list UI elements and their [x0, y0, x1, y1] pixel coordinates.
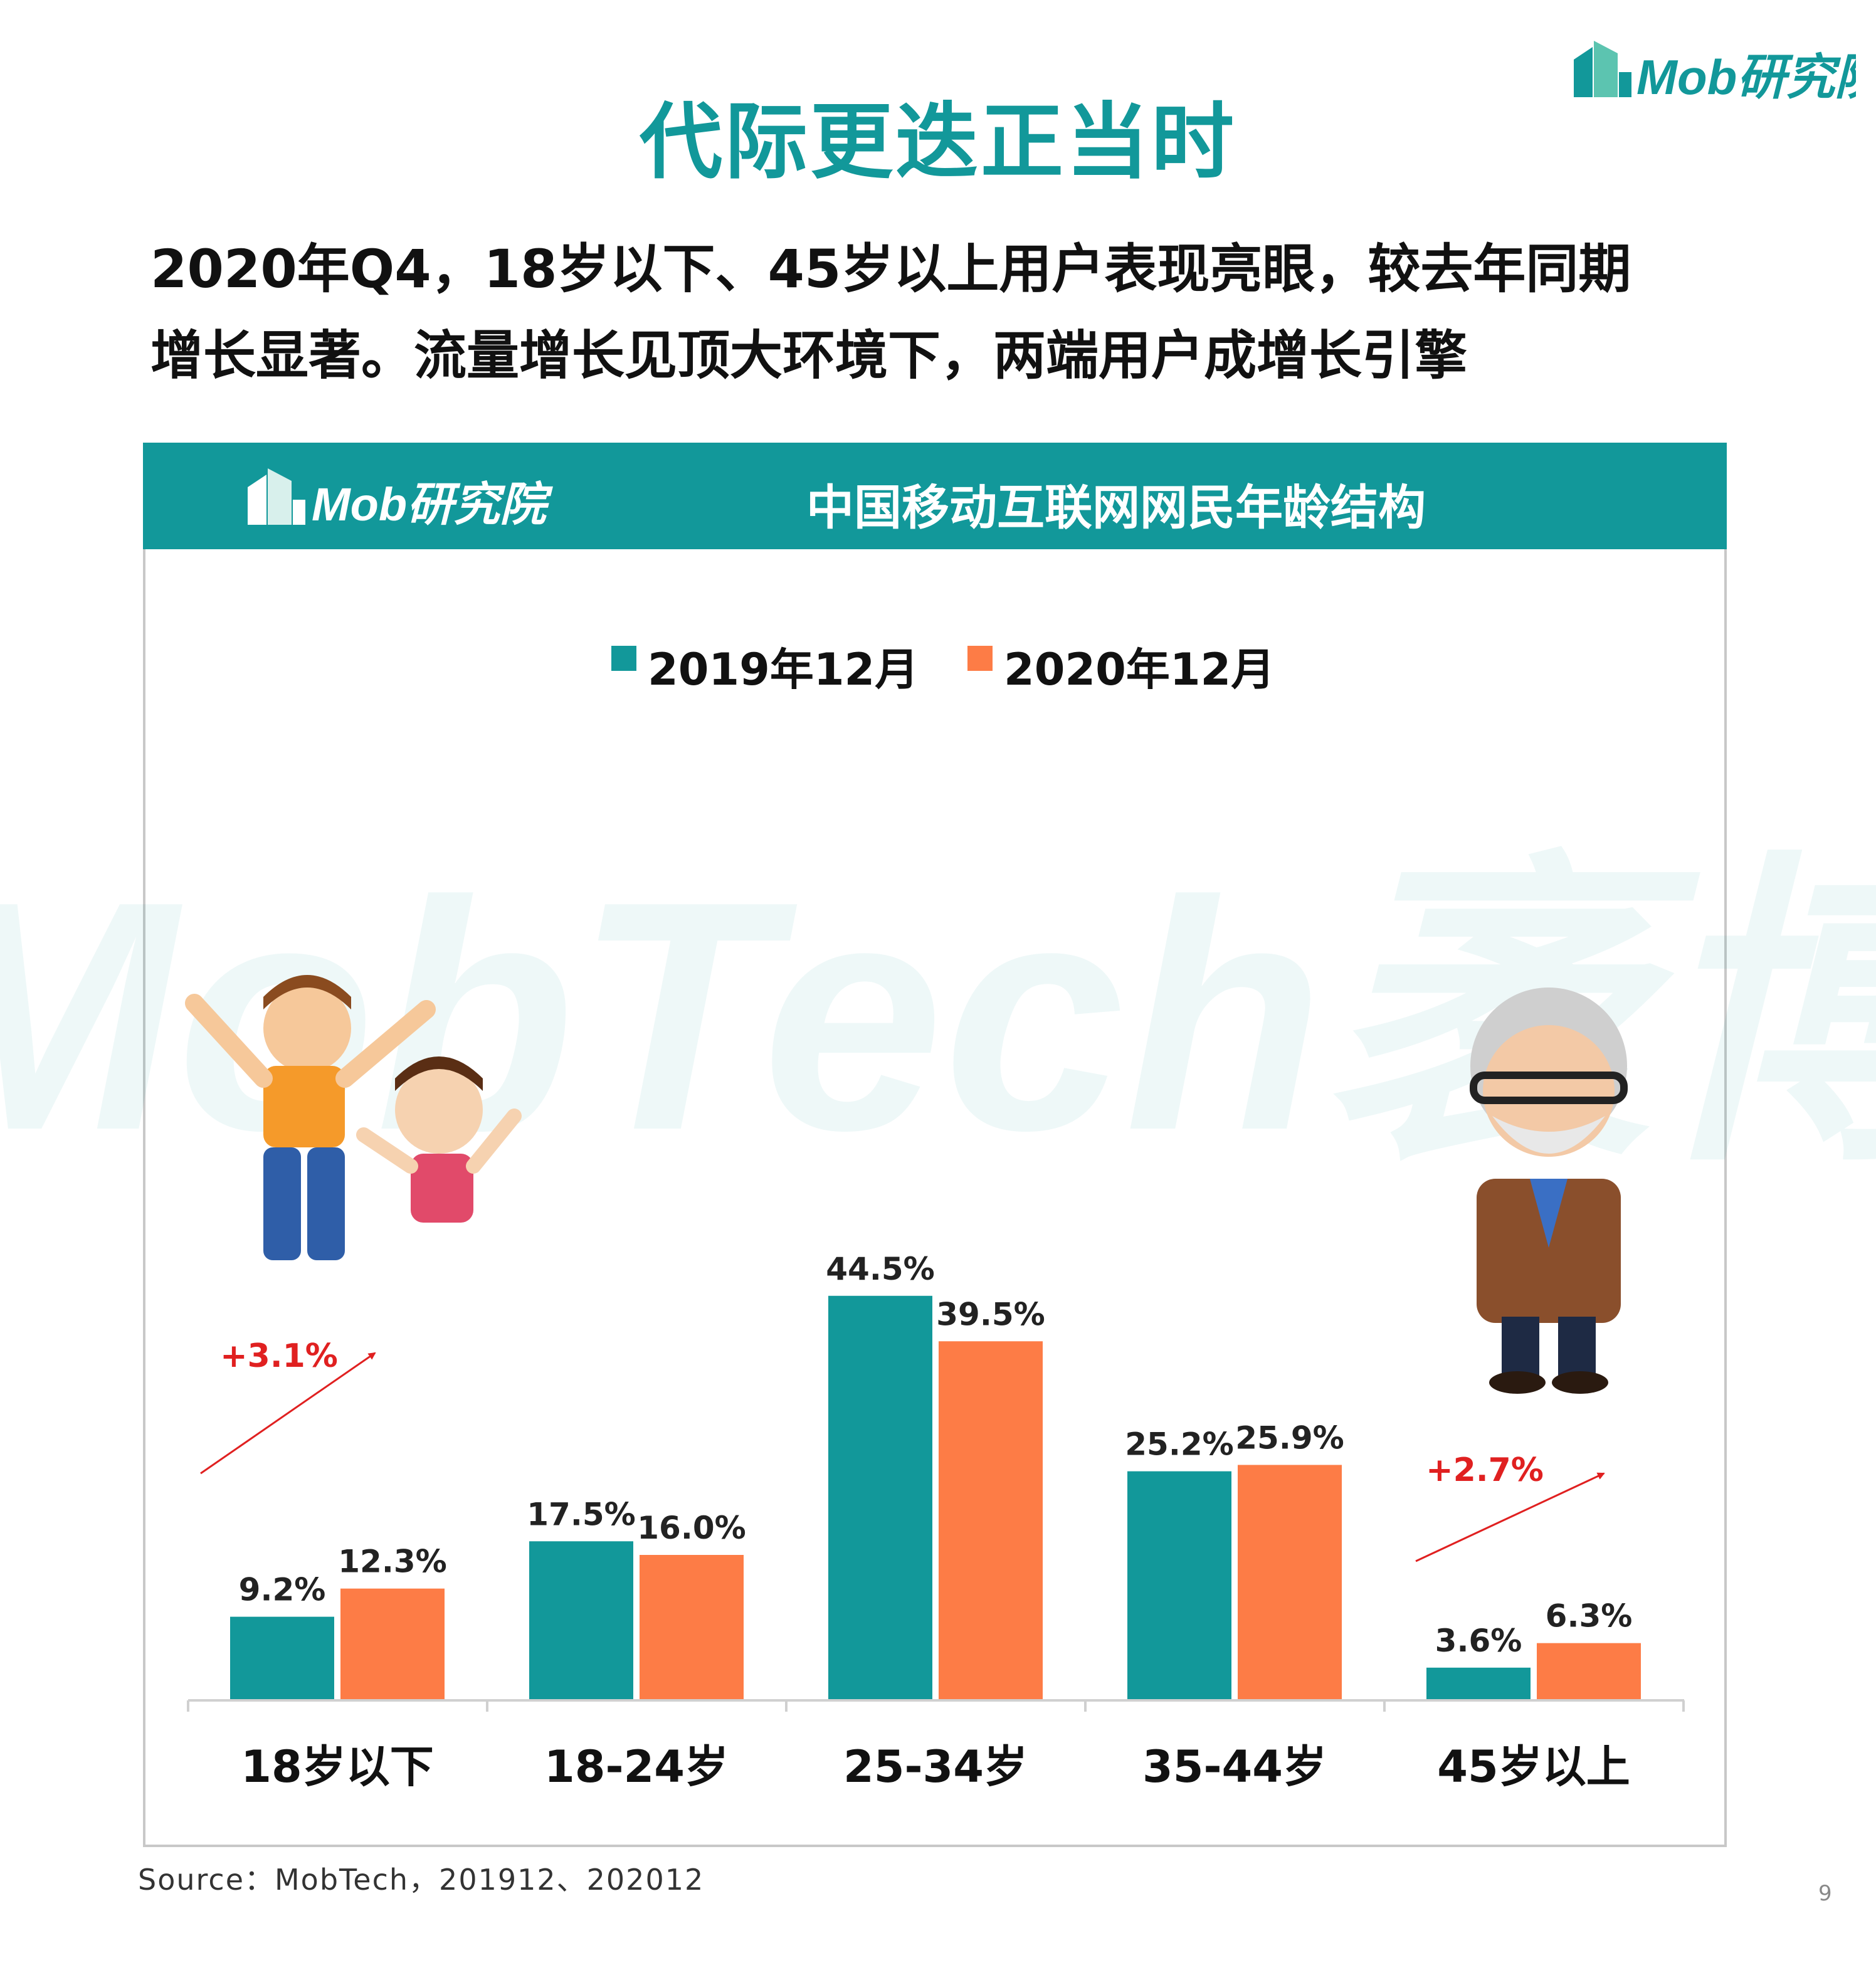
brand-logo-text: Mob研究院	[1636, 50, 1856, 105]
chart-header-bar	[143, 443, 1727, 549]
x-axis: 18岁以下 18-24岁 25-34岁 35-44岁 45岁以上	[187, 1699, 1685, 1793]
value-labels-group: 9.2% 12.3% 17.5% 16.0% 44.5%39.5% 25.2% 25.9% 3…	[239, 1251, 1633, 1659]
brand-logo: Mob研究院	[1574, 41, 1856, 105]
elderly-man-illustration	[1470, 988, 1628, 1394]
header-brand-text: Mob研究院	[312, 478, 553, 530]
page-title: 代际更迭正当时	[640, 94, 1236, 191]
legend-label: 2020年12月	[1004, 644, 1275, 695]
data-label: 3.6%	[1435, 1623, 1522, 1659]
source-note: Source：MobTech，201912、202012	[138, 1863, 705, 1897]
headline-line-2: 增长显著。流量增长见顶大环境下，两端用户成增长引擎	[150, 325, 1468, 386]
headline-line-1: 2020年Q4，18岁以下、45岁以上用户表现亮眼，较去年同期	[150, 238, 1631, 300]
legend-swatch	[611, 646, 636, 671]
data-label: 6.3%	[1546, 1598, 1633, 1635]
bar-2019	[1127, 1471, 1231, 1700]
bar-2019	[230, 1616, 334, 1700]
x-tick-label: 18岁以下	[241, 1741, 433, 1793]
data-label: 25.2%	[1125, 1426, 1233, 1463]
x-tick-label: 18-24岁	[544, 1741, 729, 1793]
growth-arrow	[1415, 1472, 1605, 1562]
bar-2019	[529, 1541, 633, 1700]
chart-title: 中国移动互联网网民年龄结构	[806, 480, 1426, 535]
x-tick-label: 35-44岁	[1142, 1741, 1327, 1793]
data-label: 44.5%	[826, 1251, 934, 1287]
bar-2019	[1426, 1667, 1531, 1700]
data-label: 39.5%	[936, 1296, 1045, 1332]
data-label: 25.9%	[1235, 1419, 1344, 1456]
legend-swatch	[967, 646, 993, 671]
x-tick-label: 45岁以上	[1437, 1741, 1630, 1793]
data-label: 17.5%	[527, 1496, 635, 1532]
bar-2020	[1537, 1643, 1641, 1700]
legend-label: 2019年12月	[648, 644, 919, 695]
data-label: 9.2%	[239, 1572, 326, 1608]
growth-label: +3.1%	[220, 1337, 338, 1375]
bars-group	[230, 1295, 1641, 1700]
x-tick-label: 25-34岁	[843, 1741, 1028, 1793]
data-label: 16.0%	[637, 1510, 746, 1546]
jumping-kids-illustration	[185, 975, 522, 1260]
bar-2020	[340, 1588, 445, 1700]
chart-legend: 2019年12月 2020年12月	[611, 644, 1275, 695]
bar-2020	[939, 1341, 1043, 1700]
data-label: 12.3%	[338, 1544, 446, 1580]
growth-arrow	[200, 1352, 376, 1475]
page-number: 9	[1818, 1881, 1832, 1906]
header-brand-logo: Mob研究院	[248, 468, 553, 530]
bar-2020	[1238, 1465, 1342, 1700]
growth-annotations: +3.1% +2.7%	[200, 1337, 1605, 1562]
bar-2020	[640, 1555, 744, 1700]
bar-2019	[828, 1295, 932, 1700]
growth-label: +2.7%	[1426, 1451, 1544, 1489]
